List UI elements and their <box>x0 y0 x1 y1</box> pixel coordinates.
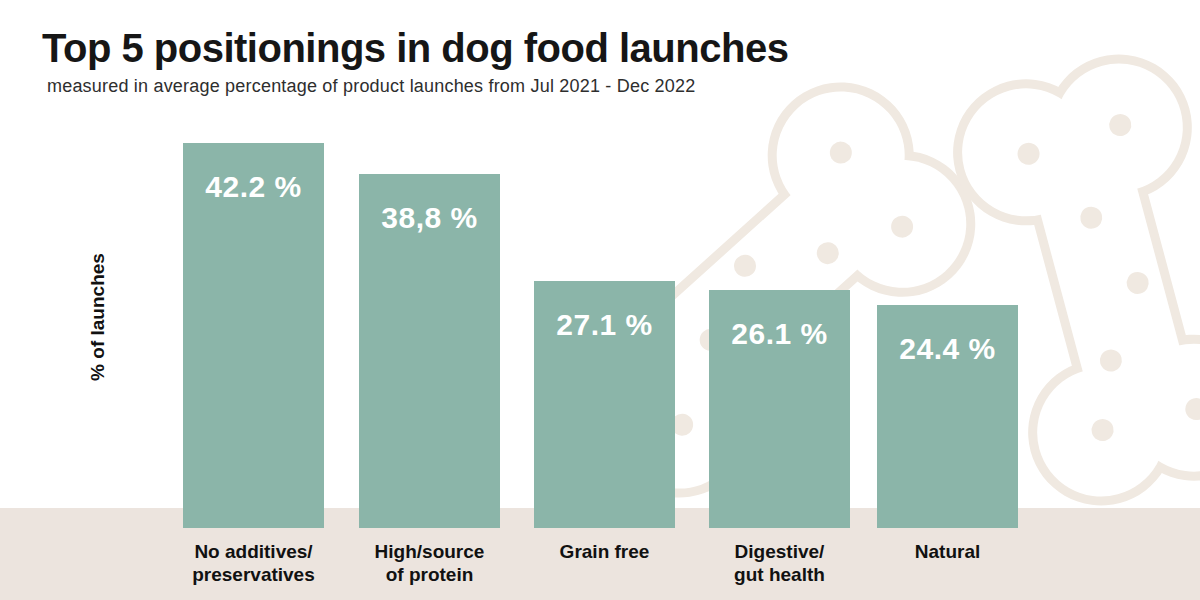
bar-value-label: 26.1 % <box>731 317 827 351</box>
bar-value-label: 24.4 % <box>899 332 995 366</box>
bar-column: 27.1 % <box>534 281 675 528</box>
bar-value-label: 27.1 % <box>556 308 652 342</box>
page-title: Top 5 positionings in dog food launches <box>42 26 788 71</box>
category-label: Natural <box>838 540 1058 563</box>
infographic-canvas: Top 5 positionings in dog food launches … <box>0 0 1200 600</box>
chart-subtitle: measured in average percentage of produc… <box>47 76 695 97</box>
bar-column: 42.2 % <box>183 143 324 528</box>
bar-column: 26.1 % <box>709 290 850 528</box>
y-axis-label: % of launches <box>87 164 107 470</box>
bar-column: 24.4 % <box>877 305 1018 528</box>
bar-value-label: 38,8 % <box>381 201 477 235</box>
bar-value-label: 42.2 % <box>205 170 301 204</box>
bar-column: 38,8 % <box>359 174 500 528</box>
